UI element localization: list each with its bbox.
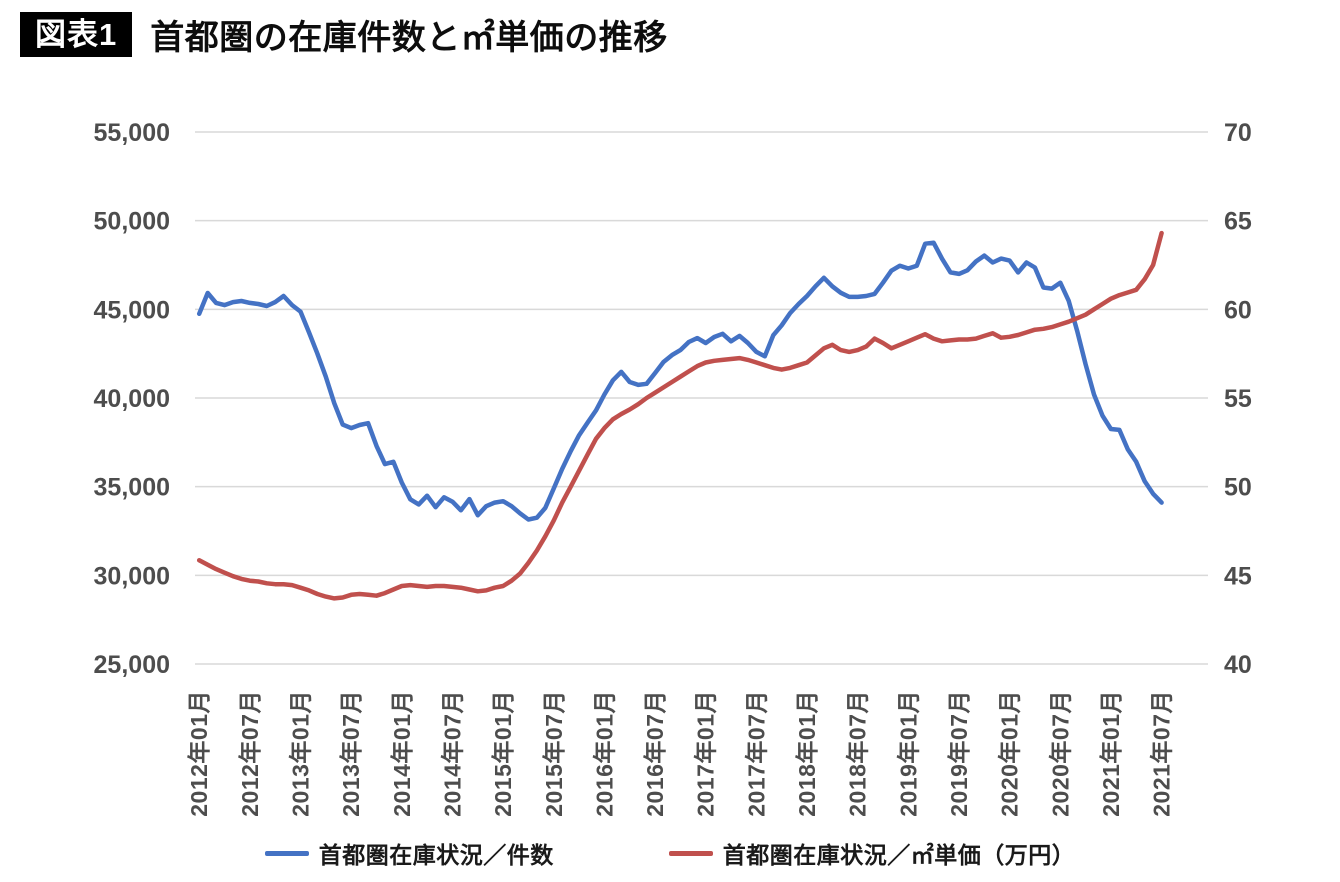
- x-axis-tick: 2013年07月: [338, 690, 364, 817]
- right-axis-tick: 55: [1224, 385, 1252, 413]
- x-axis-tick: 2015年07月: [541, 690, 567, 817]
- legend-item-inventory-count: 首都圏在庫状況／件数: [264, 836, 554, 870]
- left-axis-tick: 40,000: [94, 385, 170, 413]
- figure-header: 図表1 首都圏の在庫件数と㎡単価の推移: [20, 10, 668, 59]
- page-title: 首都圏の在庫件数と㎡単価の推移: [150, 19, 668, 57]
- series-line-count: [196, 240, 1164, 522]
- x-axis-tick: 2017年07月: [743, 690, 769, 817]
- left-axis-tick: 45,000: [94, 296, 170, 324]
- legend-label-unit-price: 首都圏在庫状況／㎡単価（万円）: [722, 842, 1076, 868]
- x-axis-tick: 2019年07月: [946, 690, 972, 817]
- x-axis-tick: 2013年01月: [288, 690, 314, 817]
- x-axis-tick: 2019年01月: [895, 690, 921, 817]
- left-axis-tick: 25,000: [94, 651, 170, 679]
- left-axis-tick: 55,000: [94, 119, 170, 147]
- legend-label-inventory-count: 首都圏在庫状況／件数: [318, 842, 554, 868]
- x-axis-tick: 2017年01月: [693, 690, 719, 817]
- x-axis-tick: 2014年07月: [439, 690, 465, 817]
- left-axis-tick: 50,000: [94, 208, 170, 236]
- x-axis-tick: 2015年01月: [490, 690, 516, 817]
- x-axis-tick: 2012年07月: [237, 690, 263, 817]
- right-axis-tick: 60: [1224, 296, 1252, 324]
- blue-line-swatch: [264, 850, 309, 856]
- left-axis-tick: 35,000: [94, 474, 170, 502]
- chart-legend: 首都圏在庫状況／件数 首都圏在庫状況／㎡単価（万円）: [0, 836, 1340, 870]
- x-axis-tick: 2018年01月: [794, 690, 820, 817]
- left-axis-tick: 30,000: [94, 562, 170, 590]
- x-axis-tick: 2016年01月: [591, 690, 617, 817]
- x-axis-tick: 2018年07月: [845, 690, 871, 817]
- x-axis-tick: 2021年01月: [1098, 690, 1124, 817]
- series-line-price: [196, 230, 1164, 601]
- figure-badge: 図表1: [20, 12, 133, 57]
- x-axis-tick: 2020年07月: [1047, 690, 1073, 817]
- right-axis-tick: 50: [1224, 474, 1252, 502]
- right-axis-tick: 40: [1224, 651, 1252, 679]
- x-axis-tick: 2021年07月: [1149, 690, 1175, 817]
- x-axis-tick: 2014年01月: [389, 690, 415, 817]
- right-axis-tick: 70: [1224, 119, 1252, 147]
- legend-item-unit-price: 首都圏在庫状況／㎡単価（万円）: [668, 836, 1076, 870]
- red-line-swatch: [668, 850, 713, 856]
- x-axis-tick: 2020年01月: [997, 690, 1023, 817]
- x-axis-tick: 2012年01月: [186, 690, 212, 817]
- right-axis-tick: 65: [1224, 208, 1252, 236]
- x-axis-tick: 2016年07月: [642, 690, 668, 817]
- right-axis-tick: 45: [1224, 562, 1252, 590]
